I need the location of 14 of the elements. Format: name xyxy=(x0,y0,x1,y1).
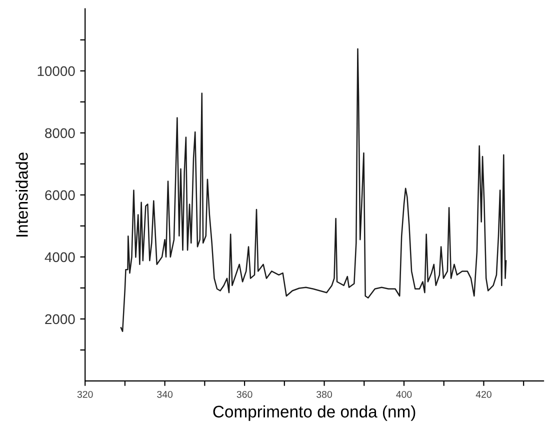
x-tick-label: 400 xyxy=(396,390,412,398)
x-tick-label: 340 xyxy=(157,390,173,398)
x-tick-label: 360 xyxy=(236,390,252,398)
y-tick-label: 10000 xyxy=(38,66,75,76)
y-tick-label: 8000 xyxy=(45,128,75,138)
line-series xyxy=(120,48,507,332)
y-tick-label: 4000 xyxy=(44,252,75,262)
x-tick-label: 320 xyxy=(77,390,93,398)
y-axis-title: Intensidade xyxy=(16,152,28,236)
x-tick-label: 380 xyxy=(316,390,332,398)
y-tick-label: 2000 xyxy=(45,314,75,324)
x-tick-label: 420 xyxy=(476,390,492,398)
y-tick-label: 6000 xyxy=(45,190,75,200)
x-axis-title: Comprimento de onda (nm) xyxy=(213,405,416,421)
